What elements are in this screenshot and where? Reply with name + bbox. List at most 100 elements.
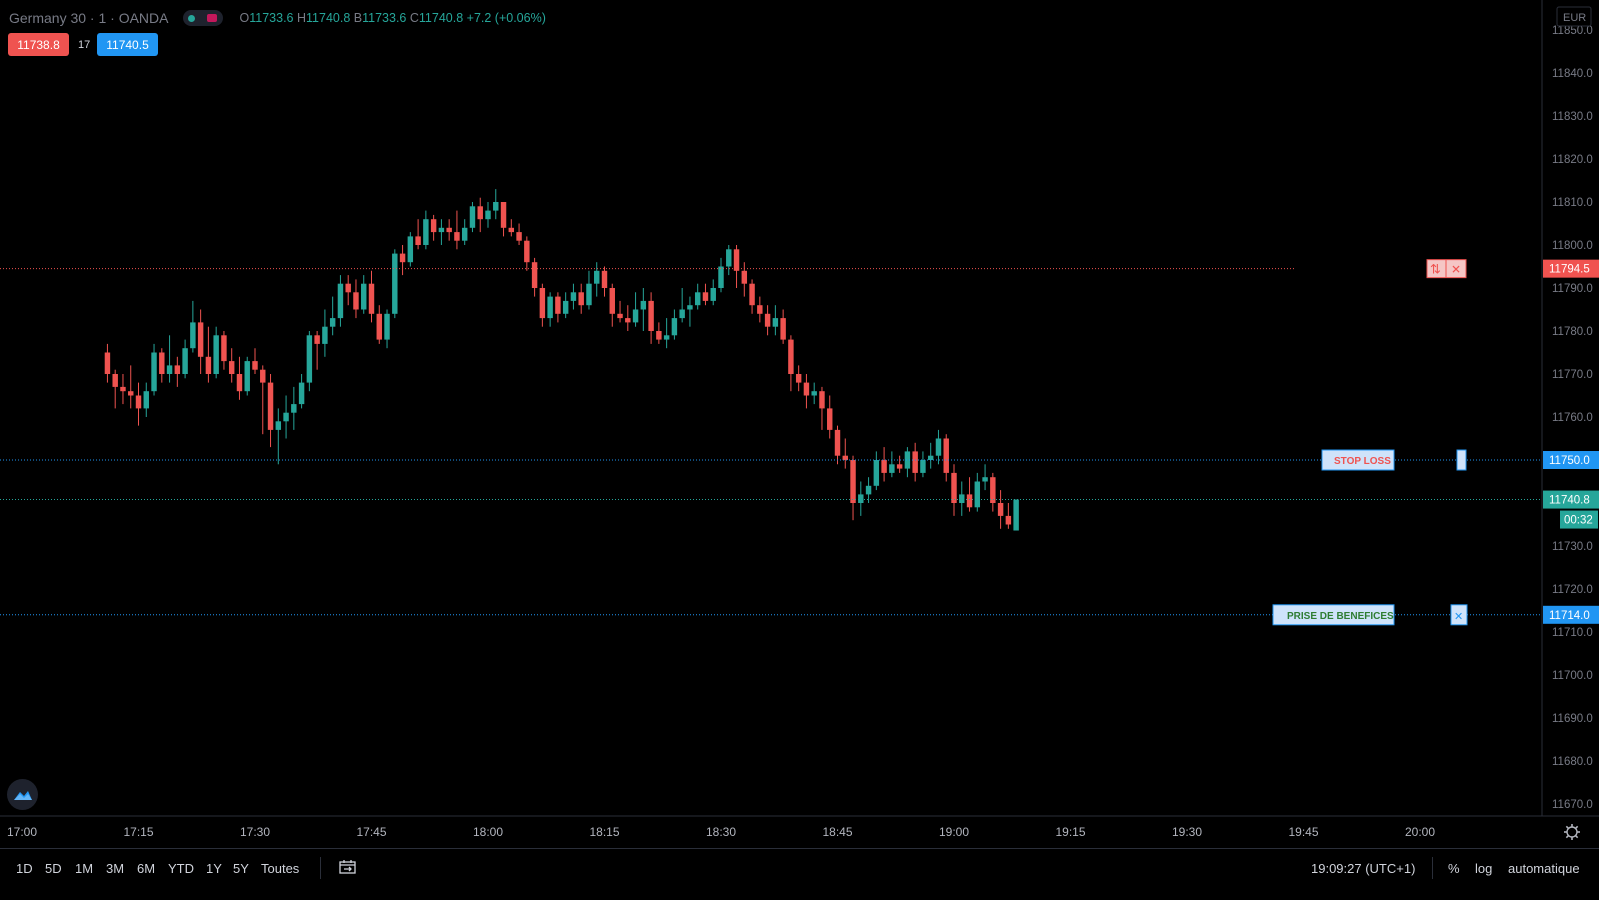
stop-loss-price-tag — [1543, 451, 1599, 469]
candle-body — [772, 318, 779, 327]
candle-body — [726, 249, 732, 267]
candle-body — [896, 464, 903, 469]
candle-body — [524, 240, 530, 263]
candle-body — [834, 429, 841, 456]
candle-body — [384, 313, 390, 340]
candle-body — [625, 318, 631, 323]
candle-body — [562, 300, 569, 314]
close-value: 11740.8 — [418, 11, 464, 25]
candle-body — [454, 232, 460, 241]
visibility-dot-icon[interactable] — [188, 14, 196, 22]
candle-body — [392, 253, 398, 314]
candle-body — [974, 481, 981, 508]
price-axis-label: 11820.0 — [1552, 154, 1593, 166]
range-1d[interactable]: 1D — [16, 861, 33, 876]
candle-body — [951, 472, 957, 503]
candle-body — [594, 270, 600, 284]
flag-icon[interactable] — [206, 14, 217, 22]
price-axis-label: 11730.0 — [1552, 541, 1593, 553]
candle-body — [361, 283, 367, 310]
range-ytd[interactable]: YTD — [168, 861, 194, 876]
stop-loss-text: STOP LOSS — [1334, 456, 1391, 467]
candle-body — [578, 292, 584, 306]
range-3m[interactable]: 3M — [106, 861, 125, 876]
time-axis-label: 18:15 — [589, 825, 619, 839]
range-1m[interactable]: 1M — [75, 861, 94, 876]
time-axis-label: 17:45 — [356, 825, 386, 839]
take-profit-price-tag-label: 11714.0 — [1549, 610, 1590, 622]
take-profit-widget[interactable] — [1272, 604, 1395, 626]
candle-body — [966, 494, 973, 508]
buy-button[interactable]: 11740.5 — [97, 33, 158, 56]
price-axis-label: 11720.0 — [1552, 584, 1593, 596]
candle-body — [803, 382, 810, 396]
range-all[interactable]: Toutes — [261, 861, 300, 876]
bar-countdown-label: 00:32 — [1564, 515, 1593, 527]
candle-body — [143, 391, 149, 409]
candle-body — [889, 464, 895, 473]
tradingview-logo-icon[interactable] — [7, 779, 38, 810]
stop-loss-widget[interactable] — [1321, 449, 1395, 471]
candle-body — [128, 391, 134, 396]
clock-timezone[interactable]: 19:09:27 (UTC+1) — [1311, 861, 1416, 876]
candle-body — [508, 227, 515, 233]
candle-body — [1005, 515, 1012, 525]
candle-body — [205, 356, 212, 374]
candle-body — [873, 460, 880, 486]
calendar-range-icon[interactable] — [338, 858, 358, 876]
time-axis-label: 18:30 — [706, 825, 736, 839]
auto-scale-toggle[interactable]: automatique — [1508, 861, 1580, 876]
price-axis-label: 11670.0 — [1552, 799, 1593, 811]
candle-body — [1013, 499, 1019, 531]
range-5d[interactable]: 5D — [45, 861, 62, 876]
candle-body — [337, 283, 344, 319]
legend-toggle-group[interactable] — [182, 10, 223, 26]
price-axis-label: 11850.0 — [1552, 25, 1593, 37]
candle-body — [663, 335, 670, 340]
candle-body — [423, 219, 429, 245]
sell-button[interactable]: 11738.8 — [8, 33, 69, 56]
candle-body — [959, 494, 965, 503]
candle-body — [353, 292, 359, 310]
candle-body — [982, 477, 988, 482]
symbol-title[interactable]: Germany 30 · 1 · OANDA — [9, 10, 169, 26]
candle-body — [135, 395, 142, 409]
candle-body — [228, 361, 235, 374]
candle-body — [477, 206, 483, 220]
time-axis-label: 17:00 — [7, 825, 37, 839]
time-axis-label: 17:15 — [123, 825, 153, 839]
candle-body — [120, 386, 126, 392]
candle-body — [275, 421, 282, 430]
candle-body — [500, 202, 507, 228]
price-axis-label: 11680.0 — [1552, 756, 1593, 768]
close-icon: ✕ — [1454, 611, 1463, 623]
chart-legend: Germany 30 · 1 · OANDA O11733.6 H11740.8… — [9, 8, 546, 28]
take-profit-close[interactable] — [1450, 604, 1468, 626]
range-5y[interactable]: 5Y — [233, 861, 249, 876]
range-1y[interactable]: 1Y — [206, 861, 222, 876]
time-axis-label: 19:00 — [939, 825, 969, 839]
candle-body — [943, 438, 949, 473]
candle-body — [687, 305, 693, 310]
candle-body — [912, 451, 918, 473]
candle-body — [609, 288, 615, 314]
candle-body — [112, 374, 118, 387]
percent-toggle[interactable]: % — [1448, 861, 1460, 876]
range-6m[interactable]: 6M — [137, 861, 156, 876]
stop-loss-close[interactable] — [1456, 449, 1467, 471]
candle-body — [710, 288, 716, 301]
candle-body — [306, 335, 313, 383]
candle-body — [493, 202, 499, 211]
price-axis-label: 11700.0 — [1552, 670, 1593, 682]
time-axis-label: 20:00 — [1405, 825, 1435, 839]
currency-box[interactable] — [1556, 6, 1592, 27]
settings-gear-icon[interactable] — [1564, 824, 1580, 840]
candle-body — [819, 391, 825, 409]
price-axis-label: 11840.0 — [1552, 68, 1593, 80]
candle-body — [702, 292, 709, 301]
open-value: 11733.6 — [249, 11, 294, 25]
log-toggle[interactable]: log — [1475, 861, 1493, 876]
high-value: 11740.8 — [306, 11, 351, 25]
candle-body — [166, 365, 173, 374]
